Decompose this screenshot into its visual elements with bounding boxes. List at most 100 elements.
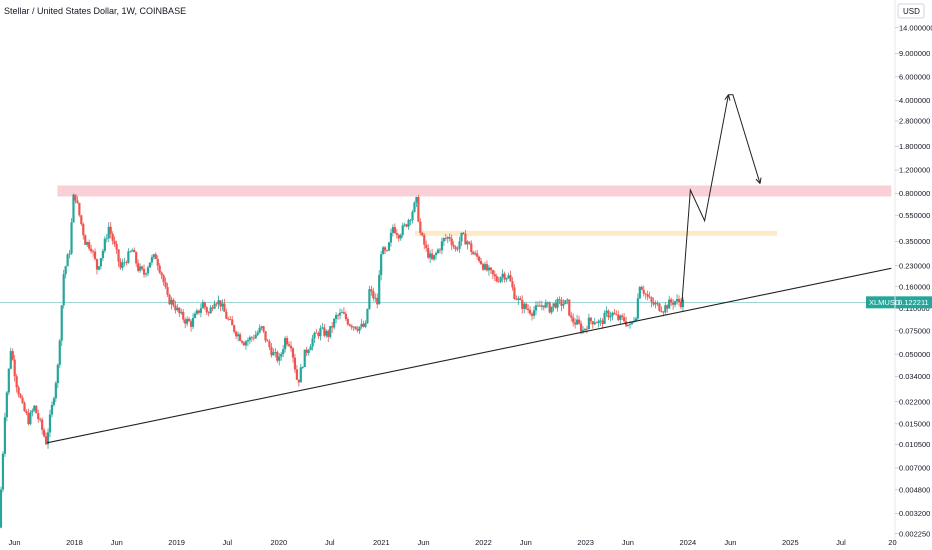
candle-body — [0, 489, 3, 528]
candle-body — [360, 323, 363, 327]
candle-body — [225, 311, 228, 319]
candle-body — [150, 257, 153, 263]
candle-body — [407, 220, 410, 227]
y-tick-label: 0.003200 — [899, 509, 930, 518]
x-tick-label: Jul — [325, 538, 335, 547]
candle-body — [317, 333, 320, 337]
candle-body — [60, 305, 63, 341]
candle-body — [481, 264, 485, 270]
candle-body — [668, 299, 671, 309]
y-tick-label: 9.000000 — [899, 49, 930, 58]
candle-body — [197, 310, 201, 313]
candle-body — [576, 319, 579, 325]
candle-body — [574, 322, 577, 325]
resistance-zone[interactable] — [57, 185, 892, 197]
ascending-trendline[interactable] — [46, 267, 892, 444]
candle-body — [168, 294, 171, 305]
candle-body — [460, 232, 463, 242]
candle-body — [180, 311, 183, 314]
candle-body — [50, 404, 54, 415]
candle-body — [203, 302, 206, 308]
x-tick-label: 2024 — [679, 538, 696, 547]
candle-body — [166, 286, 169, 295]
x-tick-label: Jun — [724, 538, 736, 547]
candle-body — [287, 344, 291, 346]
candle-body — [362, 323, 365, 327]
candle-body — [274, 351, 277, 353]
candle-body — [15, 376, 18, 388]
y-tick-label: 0.800000 — [899, 189, 930, 198]
candle-body — [133, 250, 136, 253]
candle-body — [429, 253, 432, 258]
candle-body — [140, 266, 144, 269]
y-tick-label: 0.034000 — [899, 372, 930, 381]
candle-body — [515, 299, 518, 300]
candle-body — [411, 211, 414, 221]
candle-body — [452, 245, 455, 247]
candle-body — [493, 274, 496, 277]
candle-body — [564, 300, 567, 305]
candle-body — [385, 250, 389, 252]
candle-body — [448, 237, 451, 239]
candle-body — [611, 312, 614, 317]
candle-body — [37, 413, 40, 420]
candle-body — [342, 312, 346, 314]
candle-body — [334, 315, 338, 319]
candle-body — [178, 307, 181, 314]
candle-body — [442, 238, 445, 242]
y-tick-label: 2.800000 — [899, 117, 930, 126]
x-tick-label: 2021 — [373, 538, 390, 547]
candle-body — [27, 413, 30, 425]
candle-body — [587, 317, 590, 330]
candle-body — [556, 299, 559, 308]
x-tick-label: 2018 — [66, 538, 83, 547]
candle-body — [368, 289, 371, 309]
candle-body — [513, 287, 516, 300]
candle-body — [305, 349, 308, 353]
candle-body — [340, 312, 344, 314]
candle-body — [186, 318, 189, 324]
candle-body — [591, 321, 594, 325]
candle-body — [597, 320, 600, 324]
candle-body — [231, 319, 234, 326]
y-tick-label: 0.002250 — [899, 529, 930, 538]
candle-body — [662, 311, 665, 313]
candle-body — [509, 275, 512, 282]
candle-body — [601, 320, 604, 325]
candle-body — [677, 298, 681, 303]
candle-body — [211, 307, 214, 309]
candle-body — [478, 256, 481, 262]
candle-body — [189, 321, 193, 327]
candle-body — [577, 319, 581, 324]
currency-box[interactable] — [897, 3, 925, 19]
candle-body — [95, 259, 99, 270]
candle-body — [282, 349, 285, 354]
y-tick-label: 0.007000 — [899, 464, 930, 473]
candle-body — [350, 325, 353, 328]
candle-body — [403, 224, 406, 226]
candle-body — [54, 383, 57, 399]
candle-body — [579, 323, 583, 332]
y-tick-label: 0.015000 — [899, 420, 930, 429]
candle-body — [485, 264, 489, 271]
x-axis: Jun 2018 Jun 2019 Jul 2020 Jul 2021 Jun 2022 Jun 20… — [9, 538, 897, 547]
candle-body — [121, 262, 124, 268]
candle-body — [364, 323, 367, 327]
y-tick-label: 1.200000 — [899, 166, 930, 175]
y-axis: 14.000000 9.000000 6.000000 4.000000 2.80000… — [895, 23, 932, 538]
candle-body — [7, 368, 10, 393]
candle-body — [534, 305, 538, 311]
candle-body — [474, 253, 477, 255]
candle-body — [501, 273, 504, 278]
candle-body — [139, 266, 142, 271]
candle-body — [129, 251, 132, 253]
support-zone[interactable] — [414, 230, 778, 236]
projection-path[interactable] — [681, 94, 761, 303]
candle-body — [31, 410, 34, 413]
candle-body — [146, 267, 150, 274]
candle-body — [646, 294, 649, 297]
candle-body — [52, 398, 55, 405]
candle-body — [74, 194, 77, 201]
candle-body — [583, 328, 587, 331]
